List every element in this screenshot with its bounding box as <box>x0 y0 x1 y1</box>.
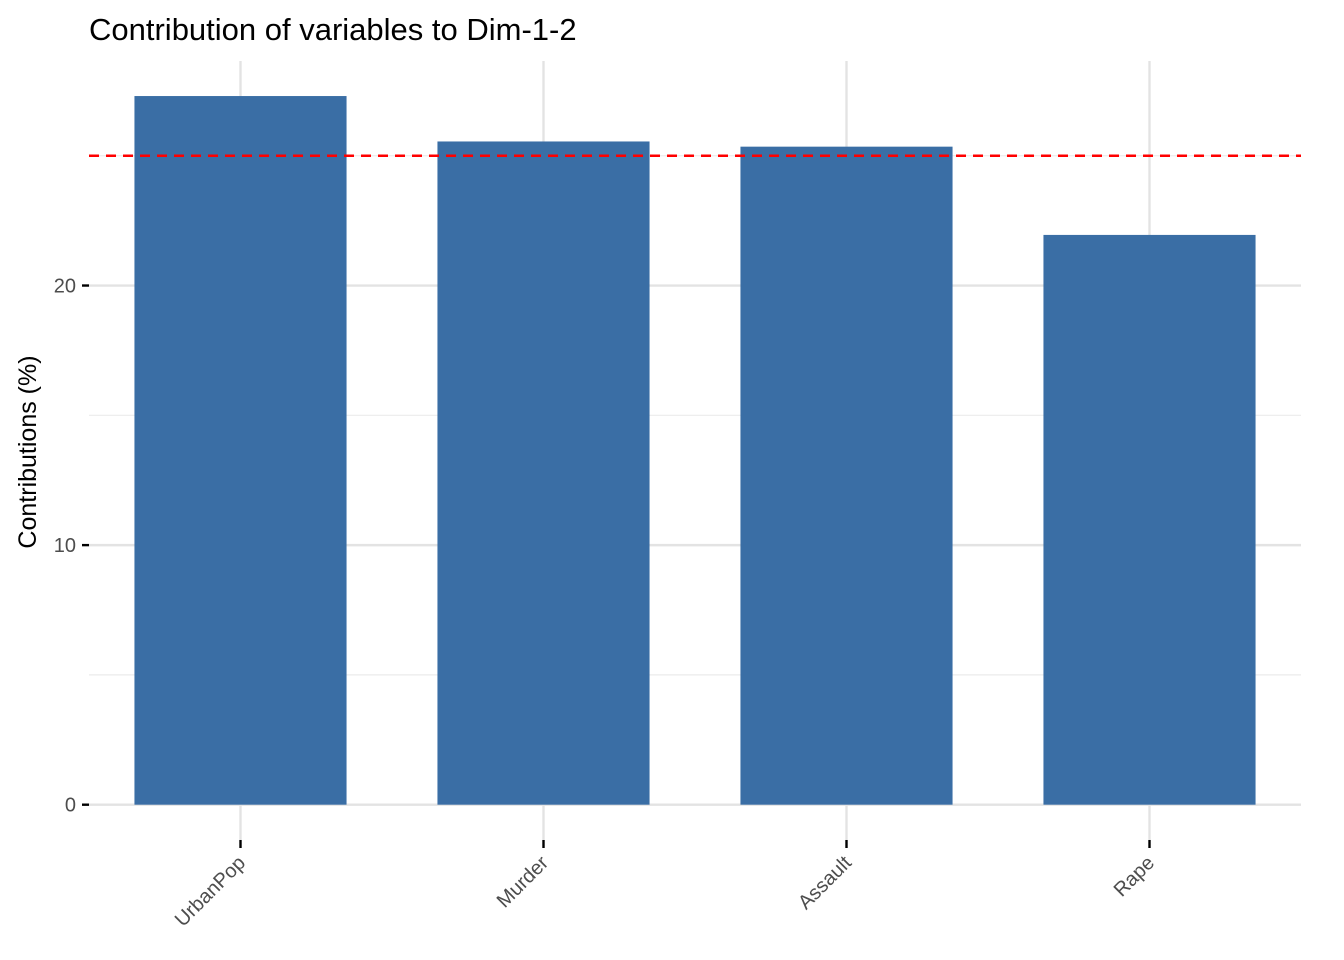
bar-murder <box>437 141 650 805</box>
x-tick-label-urbanpop: UrbanPop <box>171 852 250 931</box>
bar-assault <box>740 146 953 805</box>
chart-title: Contribution of variables to Dim-1-2 <box>89 12 577 47</box>
bar-urbanpop <box>134 96 347 805</box>
x-axis: UrbanPop Murder Assault Rape <box>171 840 1159 931</box>
x-tick-label-assault: Assault <box>794 852 856 914</box>
x-tick-label-murder: Murder <box>493 852 554 913</box>
y-axis: 0 10 20 <box>54 276 89 817</box>
y-axis-label: Contributions (%) <box>14 355 42 548</box>
bars-group <box>134 96 1256 805</box>
x-tick-label-rape: Rape <box>1110 852 1159 901</box>
bar-rape <box>1043 234 1256 805</box>
y-tick-label: 0 <box>65 795 76 817</box>
y-tick-label: 20 <box>54 276 76 298</box>
y-tick-label: 10 <box>54 535 76 557</box>
